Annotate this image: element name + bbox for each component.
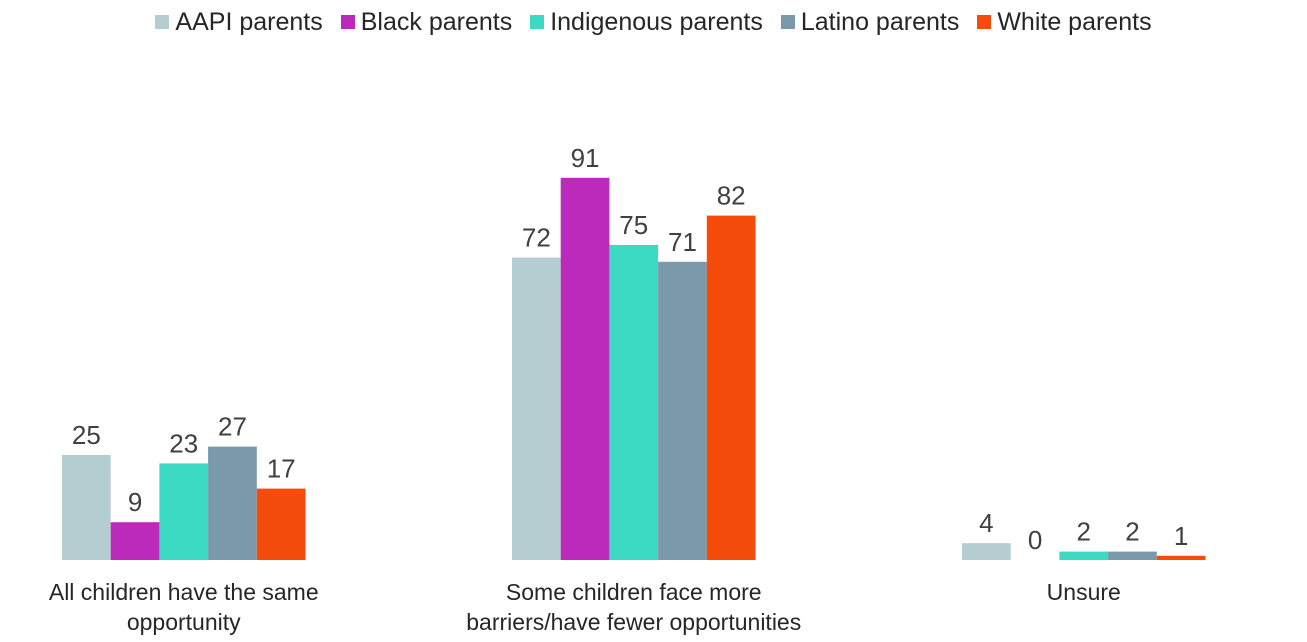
category-label-1-line-1: All children have the same [49, 579, 319, 605]
category-label-2-line-1: Some children face more [506, 579, 762, 605]
data-label-white-3: 1 [1174, 521, 1188, 551]
bar-latino-3 [1108, 551, 1157, 560]
data-label-latino-3: 2 [1125, 517, 1139, 547]
category-label-1-line-2: opportunity [127, 609, 241, 635]
legend-label-black: Black parents [360, 7, 513, 36]
data-label-aapi-3: 4 [979, 508, 993, 538]
bar-aapi-3 [962, 543, 1011, 560]
bar-aapi-2 [512, 257, 561, 560]
data-label-aapi-1: 25 [72, 420, 101, 450]
bar-indigenous-2 [609, 245, 659, 560]
category-label-2-line-2: barriers/have fewer opportunities [466, 609, 801, 635]
bar-indigenous-1 [159, 463, 209, 560]
bar-black-2 [560, 177, 610, 561]
legend-item-latino: Latino parents [780, 7, 960, 37]
bar-latino-2 [658, 261, 707, 560]
data-label-black-2: 91 [571, 143, 600, 173]
legend-swatch-black [340, 15, 355, 29]
bar-latino-1 [208, 446, 257, 560]
data-label-latino-1: 27 [218, 412, 247, 442]
data-label-white-2: 82 [717, 181, 746, 211]
legend-item-black: Black parents [340, 7, 513, 37]
bar-white-2 [706, 215, 756, 560]
data-label-black-1: 9 [128, 487, 142, 517]
bar-black-1 [110, 522, 160, 560]
legend-label-latino: Latino parents [800, 7, 960, 36]
legend-swatch-aapi [155, 15, 170, 29]
bar-indigenous-3 [1059, 551, 1109, 560]
legend-item-white: White parents [977, 7, 1152, 37]
legend-swatch-indigenous [530, 15, 545, 29]
data-label-indigenous-3: 2 [1077, 517, 1091, 547]
data-label-indigenous-1: 23 [169, 428, 198, 458]
data-label-aapi-2: 72 [522, 223, 551, 253]
legend-swatch-latino [780, 15, 795, 29]
legend-label-indigenous: Indigenous parents [550, 7, 763, 36]
chart-legend: AAPI parents Black parents Indigenous pa… [0, 0, 1307, 44]
bar-white-3 [1156, 555, 1206, 560]
bar-white-1 [256, 488, 306, 560]
legend-label-white: White parents [997, 7, 1152, 36]
legend-item-indigenous: Indigenous parents [530, 8, 763, 37]
data-label-latino-2: 71 [668, 227, 697, 257]
category-label-3-line-1: Unsure [1047, 579, 1121, 605]
data-label-black-3: 0 [1028, 525, 1042, 555]
bar-aapi-1 [62, 455, 111, 560]
legend-swatch-white [977, 15, 992, 29]
legend-item-aapi: AAPI parents [155, 7, 323, 37]
legend-label-aapi: AAPI parents [175, 7, 323, 36]
data-label-indigenous-2: 75 [619, 210, 648, 240]
data-label-white-1: 17 [267, 454, 296, 484]
